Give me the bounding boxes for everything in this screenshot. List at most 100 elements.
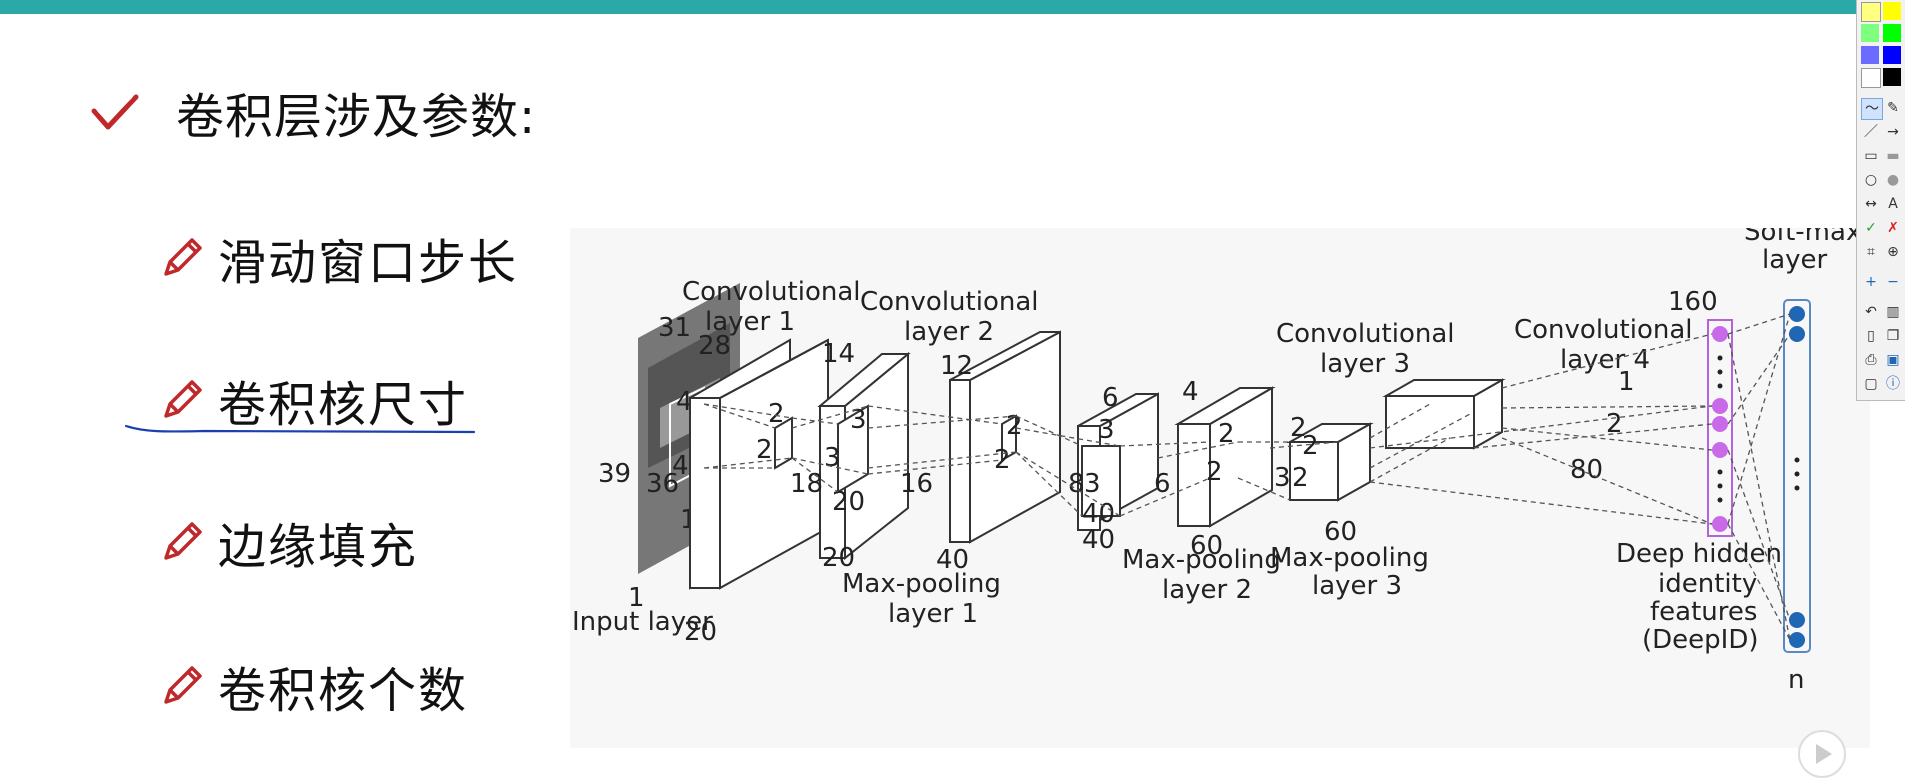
bullet-label: 边缘填充 [218,519,419,575]
input-depth: 1 [628,583,645,613]
annotation-toolbar: 〜 ✎ ／ → ▭ ▬ ○ ● ↔ A ✓ ✗ ⌗ ⊕ + − ↶ ▥ ▯ ❐ … [1856,0,1905,401]
filled-ellipse-icon[interactable]: ● [1886,172,1900,188]
color-swatch-green[interactable] [1883,24,1901,42]
color-swatch-yellow[interactable] [1883,2,1901,20]
bullet-item-kernel-count: 卷积核个数 [158,656,468,719]
new-page-icon[interactable]: ▯ [1867,328,1875,344]
pool1-depth: 20 [822,543,855,573]
minus-icon[interactable]: − [1887,274,1899,290]
pool2-kernel-b: 3 [1084,469,1101,499]
connection-lines [703,313,1791,641]
screen-icon[interactable]: ▢ [1864,376,1878,392]
pool3-block [1286,422,1374,502]
slide-top-accent-bar [0,0,1905,14]
conv4-block [1382,378,1506,450]
pool3-width: 3 [1274,463,1291,493]
deepid-title-2: identity [1658,569,1757,599]
conv3-width: 6 [1154,469,1171,499]
conv3-height: 4 [1182,377,1199,407]
play-button[interactable] [1798,730,1846,778]
conv1-kernel-b: 2 [756,435,773,465]
trash-icon[interactable]: ▥ [1886,304,1900,320]
pencil-icon [164,522,202,560]
text-tool-icon[interactable]: A [1888,196,1898,212]
double-arrow-icon[interactable]: ↔ [1865,196,1877,212]
conv1-kernel-a: 2 [768,399,785,429]
deepid-title-3: features [1650,597,1757,627]
conv2-block [949,330,1061,544]
conv4-title-1: Convolutional [1514,315,1693,345]
conv3-title-2: layer 3 [1320,349,1410,379]
color-swatch-light-yellow[interactable] [1861,2,1881,22]
freehand-icon[interactable]: 〜 [1861,98,1883,120]
pool2-depth: 40 [1082,525,1115,555]
pencil-icon [164,380,202,418]
color-swatch-light-blue[interactable] [1861,46,1879,64]
copy-icon[interactable]: ❐ [1886,328,1900,344]
ellipse-icon[interactable]: ○ [1864,172,1878,188]
softmax-column [1783,299,1811,653]
conv2-height: 12 [940,351,973,381]
pool1-height: 14 [822,339,855,369]
pool2-title-2: layer 2 [1162,575,1252,605]
pool1-width: 18 [790,469,823,499]
pencil-icon [164,666,202,704]
heading-text: 卷积层涉及参数: [176,89,537,145]
input-kernel-b: 4 [672,451,689,481]
zoom-icon[interactable]: ⊕ [1887,244,1899,260]
input-layer-label: Input layer [572,607,713,637]
pool3-title-2: layer 3 [1312,571,1402,601]
conv3-title-1: Convolutional [1276,319,1455,349]
conv3-block [1174,386,1276,528]
deepid-network-figure: 31 39 1 4 4 1 Input layer Convolutional … [572,217,1861,695]
pool2-kernel-c: 40 [1082,499,1115,529]
color-swatch-white[interactable] [1861,68,1881,88]
conv2-title-1: Convolutional [860,287,1039,317]
conv1-title-1: Convolutional [682,277,861,307]
conv1-width: 36 [646,469,679,499]
color-swatch-blue[interactable] [1883,46,1901,64]
conv1-title-2: layer 1 [705,307,795,337]
bullet-label: 卷积核个数 [218,663,469,719]
pool1-block [817,351,911,561]
handwritten-underline [124,424,476,434]
pool3-title-1: Max-pooling [1270,543,1429,573]
line-icon[interactable]: ／ [1864,124,1878,140]
slide-heading: 卷积层涉及参数: [88,82,536,145]
pool2-kernel-a: 3 [1098,415,1115,445]
crop-icon[interactable]: ⌗ [1867,244,1875,260]
undo-icon[interactable]: ↶ [1865,304,1877,320]
conv2-kernel-a: 2 [1006,411,1023,441]
pencil-icon [164,238,202,276]
conv2-width: 16 [900,469,933,499]
color-swatch-light-green[interactable] [1861,24,1879,42]
pool1-kernel-a: 3 [850,405,867,435]
softmax-n: n [1788,665,1804,695]
cross-mark-icon[interactable]: ✗ [1887,220,1899,236]
check-mark-icon[interactable]: ✓ [1865,220,1877,236]
save-icon[interactable]: ▣ [1886,352,1900,368]
conv4-depth: 80 [1570,455,1603,485]
eraser-icon[interactable]: ✎ [1887,100,1899,116]
pool3-depth: 60 [1324,517,1357,547]
bullet-item-kernel-size: 卷积核尺寸 [158,370,468,433]
pool1-kernel-b: 3 [824,443,841,473]
rect-icon[interactable]: ▭ [1864,148,1878,164]
arrow-icon[interactable]: → [1887,124,1899,140]
conv1-height: 28 [698,331,731,361]
pool2-height: 6 [1102,383,1119,413]
conv4-title-2: layer 4 [1560,345,1650,375]
filled-rect-icon[interactable]: ▬ [1886,148,1900,164]
softmax-neurons [1789,306,1805,648]
plus-icon[interactable]: + [1865,274,1877,290]
color-swatch-black[interactable] [1883,68,1901,86]
deepid-title-4: (DeepID) [1642,625,1759,655]
conv1-depth: 20 [684,617,717,647]
pool3-kernel-b: 2 [1292,463,1309,493]
conv3-kernel-b: 2 [1206,457,1223,487]
print-icon[interactable]: ⎙ [1865,352,1877,368]
info-icon[interactable]: ⓘ [1886,376,1900,392]
pool2-width: 8 [1068,469,1085,499]
bullet-item-padding: 边缘填充 [158,512,418,575]
deepid-count: 160 [1668,287,1718,317]
